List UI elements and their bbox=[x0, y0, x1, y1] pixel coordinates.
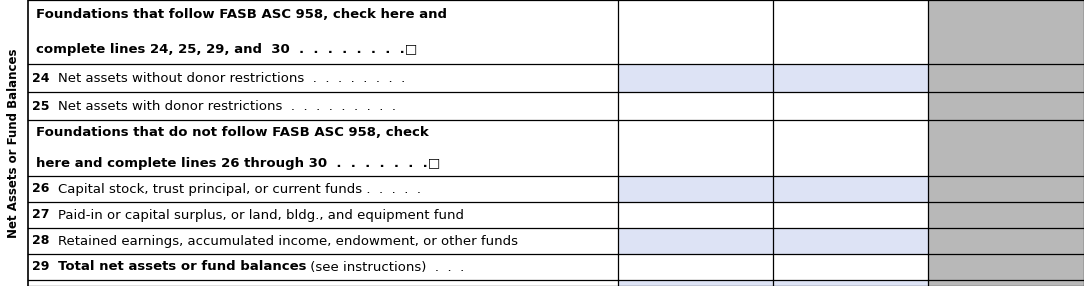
Bar bbox=[928, 176, 1084, 202]
Bar bbox=[618, 0, 773, 64]
Text: Capital stock, trust principal, or current funds .  .  .  .  .: Capital stock, trust principal, or curre… bbox=[59, 182, 421, 196]
Bar bbox=[928, 202, 1084, 228]
Bar bbox=[618, 120, 773, 176]
Text: Net assets with donor restrictions  .  .  .  .  .  .  .  .  .: Net assets with donor restrictions . . .… bbox=[59, 100, 396, 112]
Bar bbox=[618, 176, 773, 202]
Text: Paid-in or capital surplus, or land, bldg., and equipment fund: Paid-in or capital surplus, or land, bld… bbox=[59, 208, 464, 221]
Bar bbox=[928, 0, 1084, 64]
Text: 24: 24 bbox=[33, 72, 50, 84]
Text: Foundations that follow FASB ASC 958, check here and: Foundations that follow FASB ASC 958, ch… bbox=[36, 8, 447, 21]
Bar bbox=[28, 176, 618, 202]
Bar bbox=[773, 0, 928, 64]
Bar bbox=[618, 202, 773, 228]
Bar bbox=[28, 0, 618, 64]
Text: Total net assets or fund balances: Total net assets or fund balances bbox=[59, 261, 307, 273]
Bar bbox=[618, 280, 773, 286]
Bar bbox=[928, 92, 1084, 120]
Text: here and complete lines 26 through 30  .  .  .  .  .  .  .□: here and complete lines 26 through 30 . … bbox=[36, 157, 440, 170]
Text: 27: 27 bbox=[33, 208, 50, 221]
Bar bbox=[773, 228, 928, 254]
Bar bbox=[928, 228, 1084, 254]
Bar bbox=[773, 64, 928, 92]
Text: 25: 25 bbox=[33, 100, 50, 112]
Text: Net assets without donor restrictions  .  .  .  .  .  .  .  .: Net assets without donor restrictions . … bbox=[59, 72, 405, 84]
Bar bbox=[773, 202, 928, 228]
Bar bbox=[773, 92, 928, 120]
Bar bbox=[773, 176, 928, 202]
Bar bbox=[28, 280, 618, 286]
Bar bbox=[618, 228, 773, 254]
Text: 29: 29 bbox=[33, 261, 50, 273]
Bar bbox=[928, 254, 1084, 280]
Text: 26: 26 bbox=[33, 182, 50, 196]
Bar bbox=[928, 120, 1084, 176]
Bar bbox=[928, 280, 1084, 286]
Bar bbox=[773, 280, 928, 286]
Bar bbox=[618, 254, 773, 280]
Text: 28: 28 bbox=[33, 235, 50, 247]
Bar bbox=[928, 64, 1084, 92]
Bar bbox=[773, 254, 928, 280]
Bar bbox=[28, 92, 618, 120]
Text: complete lines 24, 25, 29, and  30  .  .  .  .  .  .  .  .□: complete lines 24, 25, 29, and 30 . . . … bbox=[36, 43, 417, 56]
Bar bbox=[28, 202, 618, 228]
Bar bbox=[28, 228, 618, 254]
Bar bbox=[773, 120, 928, 176]
Bar bbox=[618, 92, 773, 120]
Bar bbox=[28, 254, 618, 280]
Bar bbox=[0, 0, 28, 286]
Text: (see instructions)  .  .  .: (see instructions) . . . bbox=[307, 261, 465, 273]
Text: Net Assets or Fund Balances: Net Assets or Fund Balances bbox=[8, 48, 21, 238]
Text: Retained earnings, accumulated income, endowment, or other funds: Retained earnings, accumulated income, e… bbox=[59, 235, 518, 247]
Bar bbox=[28, 120, 618, 176]
Bar bbox=[28, 64, 618, 92]
Bar bbox=[618, 64, 773, 92]
Text: Foundations that do not follow FASB ASC 958, check: Foundations that do not follow FASB ASC … bbox=[36, 126, 429, 139]
